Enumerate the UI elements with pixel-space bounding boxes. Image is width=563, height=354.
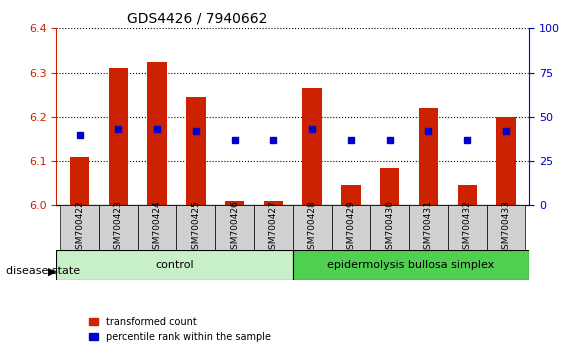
Text: GSM700427: GSM700427 [269, 200, 278, 255]
Text: ▶: ▶ [48, 267, 56, 276]
FancyBboxPatch shape [448, 205, 486, 250]
FancyBboxPatch shape [176, 205, 215, 250]
Text: GSM700433: GSM700433 [502, 200, 511, 255]
Text: GSM700422: GSM700422 [75, 200, 84, 255]
FancyBboxPatch shape [370, 205, 409, 250]
Bar [302, 88, 322, 205]
Bar [148, 62, 167, 205]
FancyBboxPatch shape [60, 205, 99, 250]
FancyBboxPatch shape [409, 205, 448, 250]
Text: GSM700430: GSM700430 [385, 200, 394, 255]
FancyBboxPatch shape [56, 250, 293, 280]
Text: GSM700425: GSM700425 [191, 200, 200, 255]
FancyBboxPatch shape [486, 205, 525, 250]
FancyBboxPatch shape [293, 205, 332, 250]
FancyBboxPatch shape [215, 205, 254, 250]
Text: GDS4426 / 7940662: GDS4426 / 7940662 [127, 12, 267, 26]
Bar [380, 168, 399, 205]
Legend: transformed count, percentile rank within the sample: transformed count, percentile rank withi… [85, 313, 275, 346]
Text: control: control [155, 259, 194, 270]
Bar [458, 185, 477, 205]
FancyBboxPatch shape [254, 205, 293, 250]
Bar [419, 108, 438, 205]
Bar [263, 201, 283, 205]
Bar [496, 117, 516, 205]
Text: GSM700428: GSM700428 [307, 200, 316, 255]
Text: GSM700424: GSM700424 [153, 200, 162, 255]
Text: GSM700429: GSM700429 [346, 200, 355, 255]
Bar [70, 157, 90, 205]
Text: GSM700423: GSM700423 [114, 200, 123, 255]
Text: GSM700432: GSM700432 [463, 200, 472, 255]
Text: disease state: disease state [6, 266, 80, 276]
Text: epidermolysis bullosa simplex: epidermolysis bullosa simplex [327, 259, 495, 270]
Bar [186, 97, 205, 205]
Bar [341, 185, 360, 205]
FancyBboxPatch shape [332, 205, 370, 250]
Bar [109, 68, 128, 205]
Text: GSM700431: GSM700431 [424, 200, 433, 255]
FancyBboxPatch shape [138, 205, 176, 250]
Bar [225, 201, 244, 205]
FancyBboxPatch shape [99, 205, 138, 250]
FancyBboxPatch shape [293, 250, 529, 280]
Text: GSM700426: GSM700426 [230, 200, 239, 255]
